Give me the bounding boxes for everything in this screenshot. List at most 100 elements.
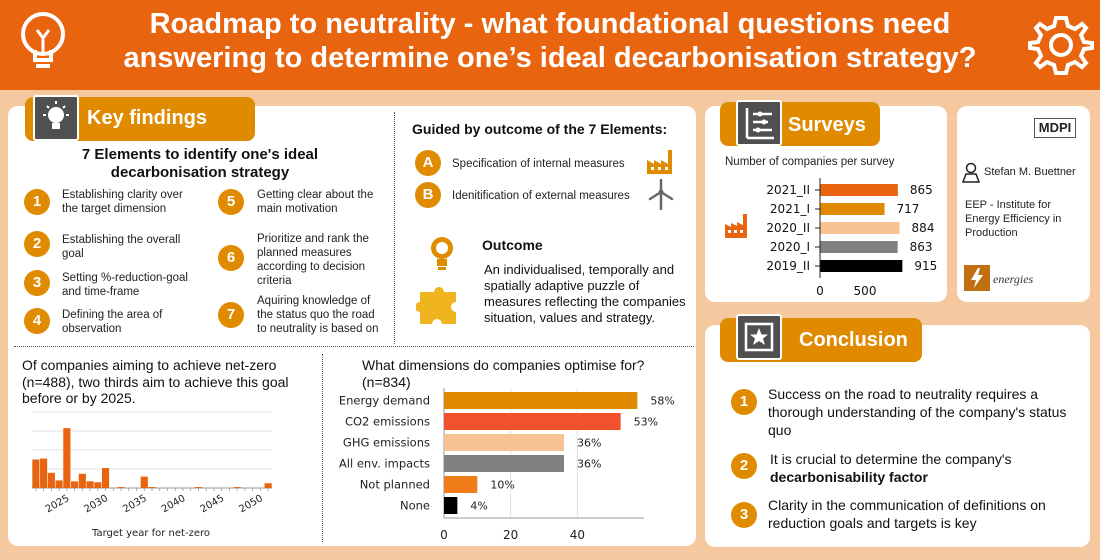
surveys-bar: [820, 260, 903, 272]
element-2-line2: goal: [62, 248, 84, 260]
lightbulb-icon: [431, 237, 453, 270]
conclusion-number-3: 3: [731, 502, 757, 528]
netzero-bar: [94, 482, 102, 488]
dimensions-category-label: None: [400, 499, 430, 513]
mdpi-logo: MDPI: [1034, 118, 1076, 138]
dimensions-category-label: CO2 emissions: [345, 415, 430, 429]
netzero-bar: [86, 481, 94, 488]
guided-letter-b: B: [415, 182, 441, 208]
puzzle-icon: [416, 287, 456, 324]
netzero-line1: Of companies aiming to achieve net-zero: [22, 357, 277, 373]
title-line-2: answering to determine one’s ideal decar…: [123, 42, 977, 74]
conclusion-3-line2: reduction goals and targets is key: [768, 515, 977, 531]
netzero-bar: [63, 428, 71, 488]
gear-icon: [1028, 16, 1094, 75]
outcome-text: An individualised, temporally and spatia…: [484, 262, 686, 326]
element-7-line1: Aquiring knowledge of: [257, 295, 371, 307]
dimensions-category-label: Not planned: [360, 478, 430, 492]
netzero-year-chart: 2025 2030 2035 2040 2045 2050 Target year for…: [32, 411, 272, 539]
conclusion-2-line1: It is crucial to determine the company's: [770, 451, 1012, 467]
conclusion-1-line1: Success on the road to neutrality requir…: [768, 386, 1039, 402]
guided-letter-a: A: [415, 150, 441, 176]
netzero-bar: [140, 476, 148, 488]
element-6-text: Prioritize and rank the planned measures a…: [257, 232, 369, 288]
element-5-line1: Getting clear about the: [257, 189, 374, 201]
key-findings-panel: [8, 106, 696, 546]
surveys-value-label: 865: [910, 183, 933, 197]
dimensions-bar: [444, 497, 458, 514]
list-icon: [745, 108, 774, 140]
element-number-5: 5: [218, 189, 244, 215]
surveys-category-label: 2020_II: [766, 221, 810, 235]
element-number-7: 7: [218, 302, 244, 328]
element-number-3: 3: [24, 270, 50, 296]
conclusion-1-line2: thorough understanding of the company's …: [768, 404, 1067, 420]
dimensions-title: What dimensions do companies optimise fo…: [362, 357, 644, 390]
element-1-text: Establishing clarity over the target dime…: [62, 188, 183, 216]
dimensions-bar: [444, 413, 621, 430]
surveys-category-label: 2020_I: [770, 240, 810, 254]
netzero-tick-label: 2050: [237, 493, 265, 515]
dimensions-value-label: 58%: [650, 395, 674, 408]
affiliation-line3: Production: [965, 227, 1018, 239]
dimensions-title-line2: (n=834): [362, 373, 411, 390]
netzero-tick-label: 2045: [199, 493, 227, 515]
journal-name: energies: [993, 272, 1034, 286]
element-7-text: Aquiring knowledge of the status quo the …: [257, 294, 378, 336]
guided-a-text: Specification of internal measures: [452, 158, 625, 170]
element-2-line1: Establishing the overall: [62, 234, 181, 246]
outcome-line2: spatially adaptive puzzle of: [484, 278, 640, 293]
netzero-bar: [40, 458, 48, 488]
dimensions-bar: [444, 392, 638, 409]
dimensions-bar: [444, 455, 564, 472]
surveys-tick-label: 0: [816, 284, 824, 298]
star-icon: [744, 322, 774, 352]
netzero-bar: [78, 473, 86, 488]
netzero-bar: [233, 487, 241, 488]
title-line-1: Roadmap to neutrality - what foundationa…: [149, 8, 951, 40]
dimensions-category-label: All env. impacts: [339, 457, 430, 471]
element-7-line3: to neutrality is based on: [257, 323, 379, 335]
surveys-label: Surveys: [788, 114, 866, 136]
surveys-value-label: 915: [914, 259, 937, 273]
element-3-line2: and time-frame: [62, 286, 140, 298]
element-7-line2: the status quo the road: [257, 309, 375, 321]
element-3-text: Setting %-reduction-goal and time-frame: [62, 271, 188, 299]
element-number-1: 1: [24, 189, 50, 215]
dimensions-bar: [444, 476, 478, 493]
dimensions-value-label: 10%: [490, 479, 514, 492]
outcome-line1: An individualised, temporally and: [484, 262, 675, 277]
netzero-xlabel: Target year for net-zero: [91, 528, 210, 539]
dimensions-value-label: 53%: [634, 416, 658, 429]
section-divider-horizontal: [14, 346, 694, 347]
element-2-text: Establishing the overall goal: [62, 233, 180, 261]
netzero-bar: [47, 472, 55, 488]
netzero-bar: [55, 480, 63, 488]
conclusion-3-line1: Clarity in the communication of definiti…: [768, 497, 1046, 513]
dimensions-bar: [444, 434, 564, 451]
surveys-value-label: 717: [897, 202, 920, 216]
netzero-tick-label: 2035: [121, 493, 149, 515]
element-6-line1: Prioritize and rank the: [257, 233, 369, 245]
element-5-line2: main motivation: [257, 203, 338, 215]
netzero-bar: [71, 481, 79, 488]
element-4-line2: observation: [62, 323, 122, 335]
element-3-line1: Setting %-reduction-goal: [62, 272, 188, 284]
key-findings-label: Key findings: [87, 107, 208, 129]
conclusion-panel: [705, 325, 1090, 547]
dimensions-tick-label: 20: [503, 528, 518, 542]
element-4-text: Defining the area of observation: [62, 308, 162, 336]
surveys-value-label: 863: [910, 240, 933, 254]
element-number-6: 6: [218, 245, 244, 271]
dimensions-value-label: 4%: [470, 500, 487, 513]
affiliation-line1: EEP - Institute for: [965, 199, 1052, 211]
dimensions-category-label: Energy demand: [339, 394, 430, 408]
netzero-bar: [264, 483, 272, 488]
wind-turbine-icon: [648, 178, 674, 210]
factory-icon: [647, 150, 672, 174]
netzero-text: Of companies aiming to achieve net-zero …: [22, 357, 289, 407]
elements-title-line1: 7 Elements to identify one's ideal: [81, 146, 319, 163]
netzero-bar: [194, 487, 203, 488]
netzero-bar: [117, 487, 125, 488]
netzero-line2: (n=488), two thirds aim to achieve this …: [22, 373, 289, 390]
